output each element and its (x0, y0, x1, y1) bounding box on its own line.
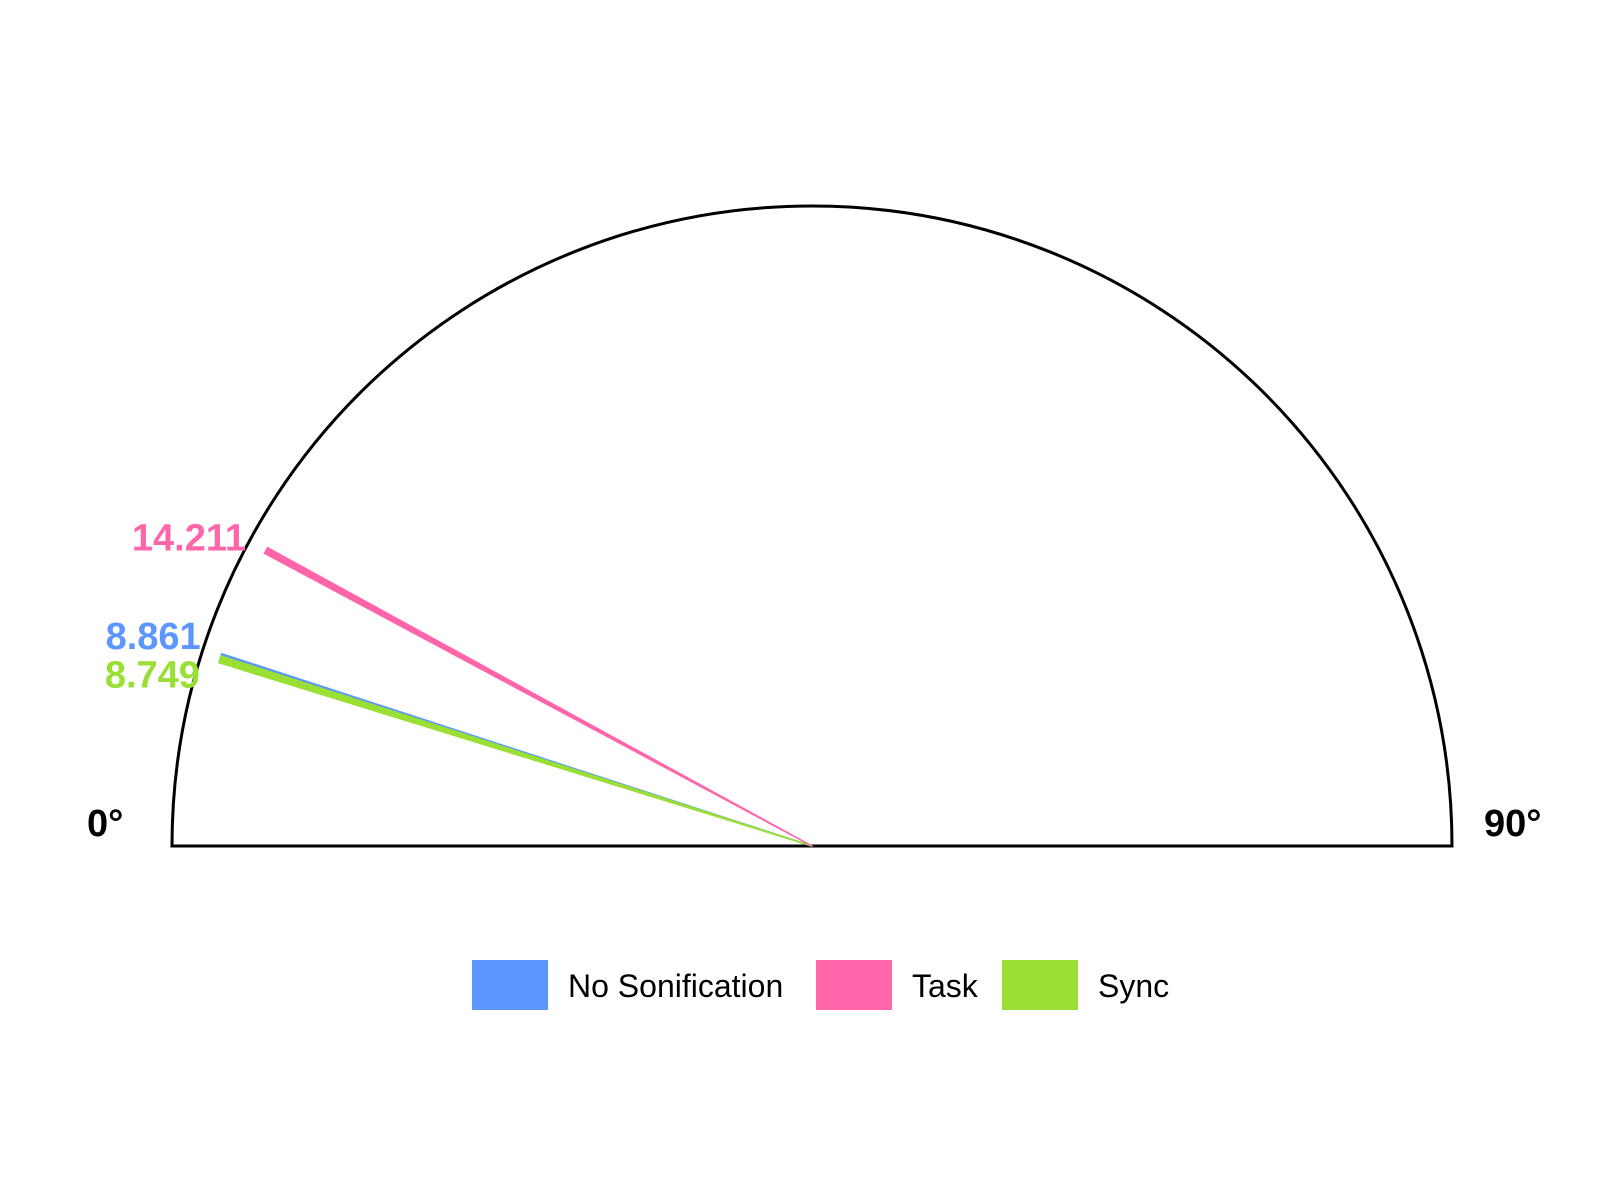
legend-label-sync: Sync (1098, 968, 1169, 1004)
legend-swatch-sync (1002, 960, 1078, 1010)
value-label-sync: 8.749 (105, 654, 200, 696)
axis-max-label: 90° (1484, 803, 1541, 845)
value-label-no-sonification: 8.861 (106, 616, 201, 658)
axis-min-label: 0° (87, 803, 123, 845)
gauge-outline (170, 204, 1454, 848)
legend-swatch-no-sonification (472, 960, 548, 1010)
legend: No Sonification Task Sync (472, 960, 1169, 1010)
needle-task (263, 546, 813, 847)
legend-swatch-task (816, 960, 892, 1010)
legend-label-task: Task (912, 968, 979, 1004)
needles-group (218, 546, 813, 847)
value-label-task: 14.211 (132, 518, 246, 560)
value-labels-group: 8.861 14.211 8.749 (105, 518, 246, 697)
needle-sync (218, 655, 813, 847)
legend-label-no-sonification: No Sonification (568, 968, 783, 1004)
